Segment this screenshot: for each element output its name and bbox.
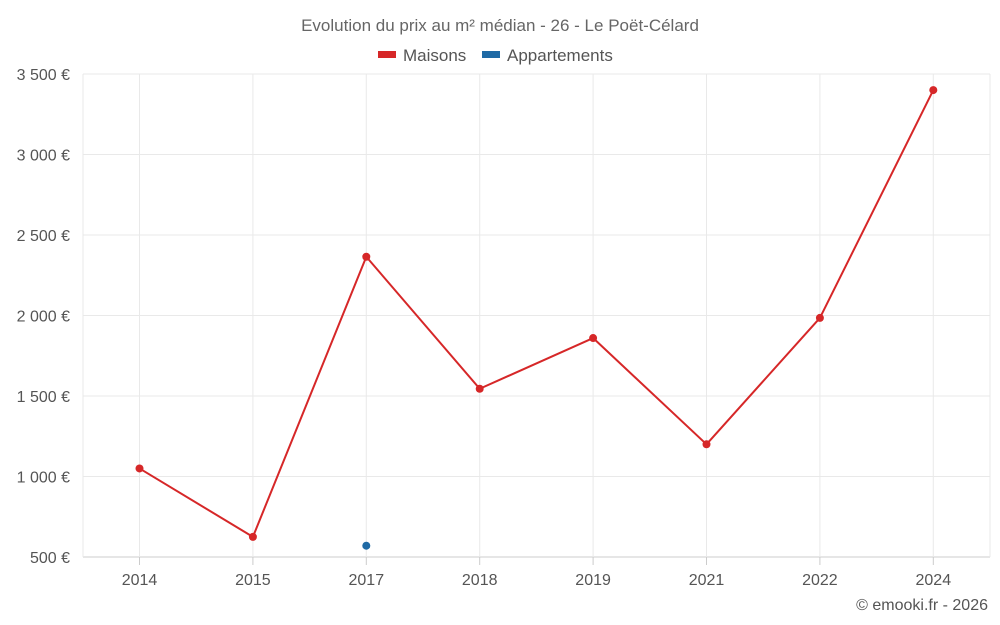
data-point-maisons[interactable] xyxy=(929,86,938,95)
chart-legend: Maisons Appartements xyxy=(378,46,613,65)
x-tick-label: 2019 xyxy=(575,572,611,589)
data-point-appartements[interactable] xyxy=(362,541,371,550)
data-point-maisons[interactable] xyxy=(135,464,144,473)
y-axis: 500 € 1 000 € 1 500 € 2 000 € 2 500 € 3 000 €… xyxy=(17,67,70,567)
y-tick-label: 3 000 € xyxy=(17,148,70,165)
x-tick-label: 2024 xyxy=(916,572,952,589)
chart-title: Evolution du prix au m² médian - 26 - Le… xyxy=(301,16,699,35)
data-point-maisons[interactable] xyxy=(475,384,484,393)
y-tick-label: 500 € xyxy=(30,550,70,567)
x-tick-label: 2014 xyxy=(122,572,158,589)
data-point-maisons[interactable] xyxy=(702,440,711,449)
x-tick-label: 2021 xyxy=(689,572,725,589)
data-point-maisons[interactable] xyxy=(815,313,824,322)
data-point-maisons[interactable] xyxy=(589,334,598,343)
y-tick-label: 2 500 € xyxy=(17,228,70,245)
x-tick-label: 2015 xyxy=(235,572,271,589)
credit-text: © emooki.fr - 2026 xyxy=(856,597,988,614)
y-tick-label: 1 000 € xyxy=(17,470,70,487)
x-tick-label: 2022 xyxy=(802,572,838,589)
y-tick-label: 3 500 € xyxy=(17,67,70,84)
x-axis: 2014 2015 2017 2018 2019 2021 2022 2024 xyxy=(122,557,951,589)
series-line-maisons xyxy=(138,89,935,538)
series-layer xyxy=(135,86,938,550)
legend-swatch-appartements[interactable] xyxy=(482,51,500,58)
legend-label-appartements[interactable]: Appartements xyxy=(507,46,613,65)
y-tick-label: 1 500 € xyxy=(17,389,70,406)
data-point-maisons[interactable] xyxy=(362,252,371,261)
legend-swatch-maisons[interactable] xyxy=(378,51,396,58)
data-point-maisons[interactable] xyxy=(248,532,257,541)
x-tick-label: 2017 xyxy=(349,572,385,589)
legend-label-maisons[interactable]: Maisons xyxy=(403,46,466,65)
y-tick-label: 2 000 € xyxy=(17,309,70,326)
x-tick-label: 2018 xyxy=(462,572,498,589)
grid xyxy=(82,73,991,558)
